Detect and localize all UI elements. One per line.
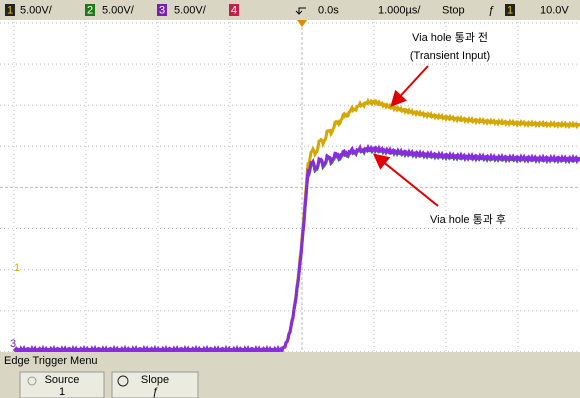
trigger-level: 10.0V: [540, 4, 569, 16]
ch1-number: 1: [7, 4, 13, 16]
trigger-slope: ƒ: [488, 4, 494, 16]
ch4-number: 4: [231, 4, 237, 16]
annotation: Via hole 통과 후: [430, 213, 506, 226]
ch2-scale: 5.00V/: [102, 4, 135, 16]
softkey-value: 1: [59, 386, 65, 398]
scope-screen: 1 5.00V/ 2 5.00V/ 3 5.00V/ 4 0.0s 1.000µ…: [0, 0, 580, 398]
ch3-number: 3: [159, 4, 165, 16]
ch1-marker: 1: [14, 262, 20, 274]
time-offset: 0.0s: [318, 4, 339, 16]
menu-title: Edge Trigger Menu: [4, 355, 98, 367]
annotation: (Transient Input): [410, 50, 490, 62]
ch2-number: 2: [87, 4, 93, 16]
time-scale: 1.000µs/: [378, 4, 421, 16]
softkey-label: Source: [45, 374, 80, 386]
trigger-source: 1: [507, 4, 513, 16]
ch3-scale: 5.00V/: [174, 4, 207, 16]
softkey-value: ƒ: [152, 386, 158, 398]
softkey[interactable]: Source 1: [20, 372, 104, 398]
ch1-scale: 5.00V/: [20, 4, 53, 16]
annotation: Via hole 통과 전: [412, 31, 488, 44]
run-state: Stop: [442, 4, 465, 16]
softkey-label: Slope: [141, 374, 169, 386]
scope: 1 5.00V/ 2 5.00V/ 3 5.00V/ 4 0.0s 1.000µ…: [0, 0, 580, 398]
graticule-area: [0, 20, 580, 352]
softkey[interactable]: Slope ƒ: [112, 372, 198, 398]
